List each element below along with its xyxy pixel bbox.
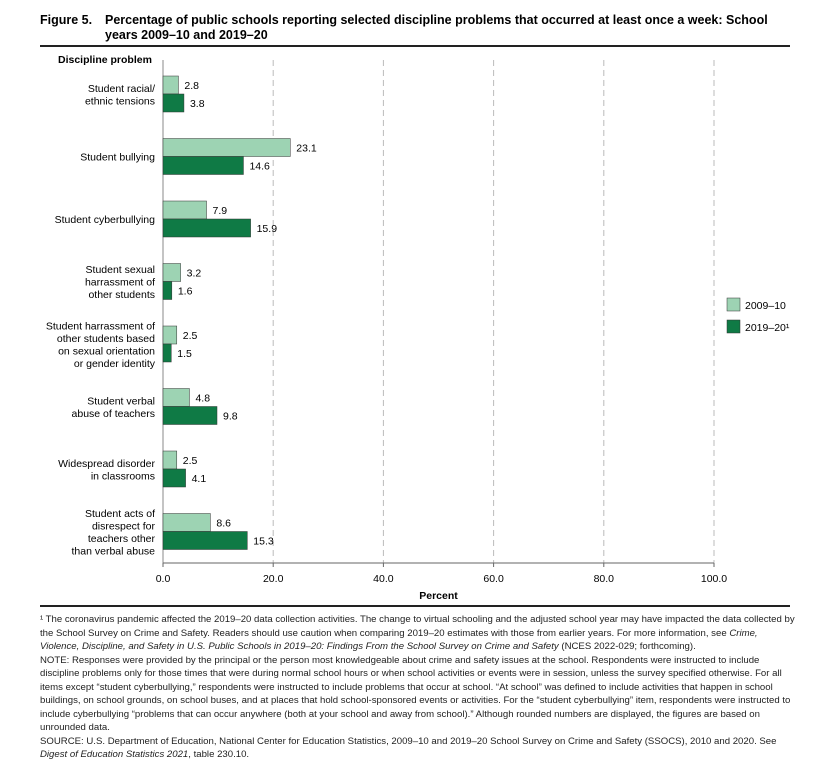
category-label-line: harrassment of [85,277,155,289]
data-label: 15.9 [257,223,278,235]
category-label-line: ethnic tensions [85,95,155,107]
footnote-text-end: (NCES 2022-029; forthcoming). [558,641,696,652]
category-label-line: Widespread disorder [58,458,155,470]
bar-2019-20 [162,93,185,113]
x-tick-label: 100.0 [701,573,727,585]
x-tick-label: 60.0 [483,573,504,585]
x-tick-label: 40.0 [373,573,394,585]
data-label: 4.1 [192,473,207,485]
legend-label: 2009–10 [745,300,786,312]
category-label-line: Student bullying [80,152,155,164]
bar-2009-10 [162,75,179,95]
figure-number: Figure 5. [40,13,93,27]
bar-2019-20 [162,468,186,488]
x-tick-label: 80.0 [594,573,615,585]
category-label: Student racial/ethnic tensions [85,83,155,108]
data-label: 1.5 [177,348,192,360]
data-label: 3.8 [190,98,205,110]
data-label: 7.9 [213,205,228,217]
bar-chart: Discipline problem 0.0 20.0 40.0 60.0 80.0 100… [46,54,790,602]
category-label-line: abuse of teachers [72,408,155,420]
bottom-rule [40,605,790,607]
x-tick-label: 20.0 [263,573,284,585]
category-label: Student acts of disrespect for teachers ot… [72,508,156,558]
source-text: SOURCE: U.S. Department of Education, Na… [40,735,777,747]
category-label: Student verbal abuse of teachers [72,395,155,420]
data-label: 9.8 [223,411,238,423]
data-label: 1.6 [178,286,193,298]
x-tick-label: 0.0 [156,573,171,585]
bar-2009-10 [162,325,178,345]
footnote-text: ¹ The coronavirus pandemic affected the … [40,614,795,639]
y-axis-title: Discipline problem [58,54,152,66]
category-label-line: other students [88,289,155,301]
legend-swatch [726,319,741,334]
category-label-line: Student cyberbullying [55,214,156,226]
bar-2009-10 [162,200,207,220]
category-label-line: in classrooms [91,470,155,482]
category-label-line: other students based [57,333,155,345]
footnote-1: ¹ The coronavirus pandemic affected the … [40,613,795,654]
bar-2019-20 [162,531,248,550]
bar-2019-20 [162,281,173,300]
source: SOURCE: U.S. Department of Education, Na… [40,735,795,759]
figure-title: Figure 5. Percentage of public schools r… [40,13,800,43]
data-label: 15.3 [253,536,274,548]
data-label: 2.8 [184,80,199,92]
category-label-line: Student acts of [85,508,155,520]
figure-title-text: Percentage of public schools reporting s… [105,13,768,42]
data-label: 8.6 [216,518,231,530]
bar-2009-10 [162,388,190,407]
bar-2019-20 [162,156,244,175]
x-axis-title: Percent [419,590,458,602]
data-label: 3.2 [187,268,202,280]
category-label-line: than verbal abuse [72,545,156,557]
legend-swatch [726,297,741,312]
data-label: 2.5 [183,330,198,342]
source-text-end: , table 230.10. [188,749,250,759]
category-label: Widespread disorder in classrooms [58,458,155,483]
category-label: Student bullying [80,152,155,164]
legend-label: 2019–20¹ [745,322,790,334]
source-citation: Digest of Education Statistics 2021 [40,749,189,759]
category-label-line: Student racial/ [88,83,155,95]
data-label: 14.6 [249,161,270,173]
data-label: 2.5 [183,455,198,467]
category-label: Student harrassment of other students bas… [46,320,156,370]
category-label-line: Student verbal [87,395,155,407]
category-label: Student sexual harrassment of other studen… [85,264,155,301]
bar-2009-10 [162,513,211,532]
bar-2019-20 [162,343,172,363]
category-label-line: teachers other [88,533,156,545]
category-label-line: disrespect for [92,520,156,532]
bar-2019-20 [162,218,251,238]
footnote-citation: Crime, Violence, Discipline, and Safety … [40,627,758,653]
note: NOTE: Responses were provided by the pri… [40,654,791,734]
notes: ¹ The coronavirus pandemic affected the … [40,613,795,759]
top-rule [40,45,790,47]
category-label-line: or gender identity [74,358,156,370]
category-label-line: Student harrassment of [46,320,155,332]
bar-2009-10 [162,138,291,157]
data-label: 23.1 [296,143,317,155]
bar-2019-20 [162,406,218,425]
category-label-line: on sexual orientation [58,345,155,357]
category-label: Student cyberbullying [55,214,156,226]
data-label: 4.8 [195,393,210,405]
bar-2009-10 [162,263,181,282]
category-label-line: Student sexual [86,264,155,276]
bar-2009-10 [162,450,178,470]
